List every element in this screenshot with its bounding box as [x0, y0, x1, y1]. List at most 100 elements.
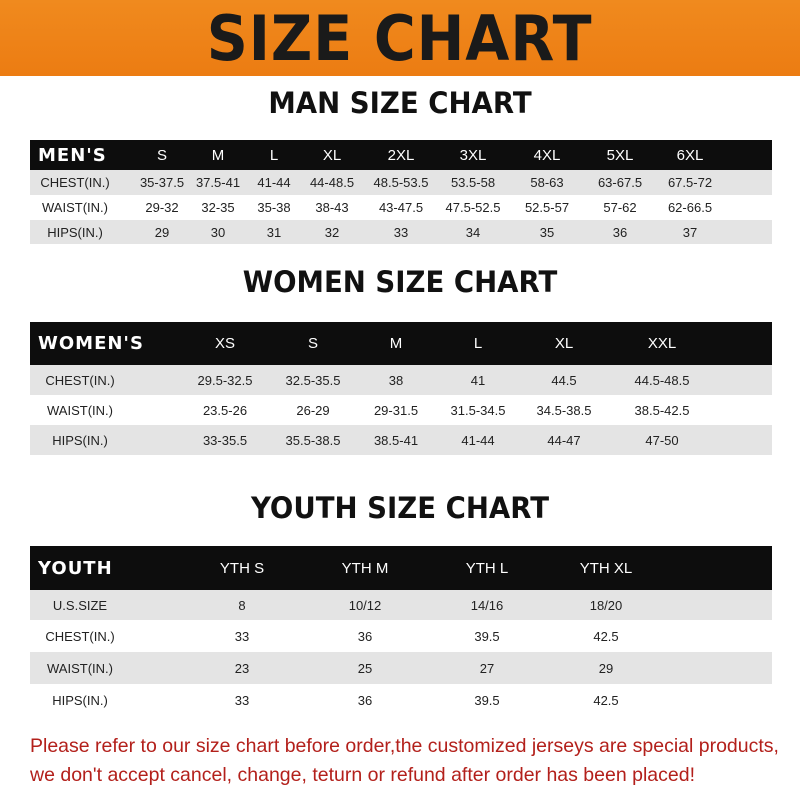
- size-value: 67.5-72: [667, 175, 713, 190]
- size-value: 30: [210, 224, 226, 240]
- size-header: S: [156, 146, 168, 164]
- size-header: YTH XL: [579, 559, 633, 577]
- size-value: 47-50: [645, 432, 679, 448]
- size-header: XS: [214, 335, 236, 352]
- size-value: 32.5-35.5: [285, 372, 341, 388]
- size-value: 29: [598, 660, 614, 676]
- row-label: CHEST(IN.): [45, 372, 115, 388]
- size-value: 44-48.5: [309, 175, 355, 190]
- row-label: WAIST(IN.): [42, 200, 108, 215]
- size-header: 2XL: [387, 146, 415, 164]
- size-value: 37.5-41: [195, 175, 241, 190]
- size-value: 44.5-48.5: [634, 372, 690, 388]
- size-value: 25: [357, 660, 373, 676]
- size-value: 34: [465, 224, 481, 240]
- table-header-row: WOMEN'S XS S M L XL XXL: [30, 322, 772, 365]
- size-value: 29: [154, 224, 170, 240]
- table-row: WAIST(IN.) 29-32 32-35 35-38 38-43 43-47.5 47.…: [30, 195, 772, 220]
- note-line: Please refer to our size chart before or…: [30, 735, 779, 757]
- size-value: 43-47.5: [378, 200, 424, 215]
- size-value: 41-44: [257, 175, 291, 190]
- disclaimer-note: Please refer to our size chart before or…: [30, 732, 790, 790]
- table-header-row: MEN'S S M L XL 2XL 3XL 4XL 5XL 6XL: [30, 140, 772, 170]
- size-header: L: [473, 335, 483, 352]
- size-header: XL: [322, 146, 342, 164]
- size-value: 34.5-38.5: [536, 402, 592, 418]
- youth-title: YOUTH SIZE CHART: [250, 491, 550, 525]
- size-value: 57-62: [603, 200, 637, 215]
- table-row: HIPS(IN.) 29 30 31 32 33 34 35 36 37: [30, 220, 772, 244]
- size-value: 32: [324, 224, 340, 240]
- size-value: 35: [539, 224, 555, 240]
- size-header: 3XL: [459, 146, 487, 164]
- row-label: U.S.SIZE: [52, 597, 108, 613]
- table-title-cell: YOUTH: [38, 557, 113, 579]
- size-value: 38: [388, 372, 404, 388]
- table-row: HIPS(IN.) 33-35.5 35.5-38.5 38.5-41 41-44 44-…: [30, 425, 772, 455]
- table-title-cell: WOMEN'S: [38, 333, 144, 354]
- banner: SIZE CHART: [0, 0, 800, 76]
- size-value: 36: [357, 628, 373, 644]
- size-value: 39.5: [474, 692, 500, 708]
- size-header: YTH M: [341, 559, 389, 577]
- size-value: 10/12: [348, 597, 382, 613]
- table-header-row: YOUTH YTH S YTH M YTH L YTH XL: [30, 546, 772, 590]
- size-value: 33: [234, 628, 250, 644]
- women-title: WOMEN SIZE CHART: [242, 265, 558, 299]
- size-value: 26-29: [296, 402, 330, 418]
- table-row: U.S.SIZE 8 10/12 14/16 18/20: [30, 590, 772, 620]
- size-header: S: [307, 335, 319, 352]
- size-value: 41: [470, 372, 486, 388]
- table-row: WAIST(IN.) 23 25 27 29: [30, 652, 772, 684]
- size-value: 31: [266, 224, 282, 240]
- size-header: M: [211, 146, 225, 164]
- row-label: WAIST(IN.): [47, 402, 113, 418]
- size-value: 62-66.5: [667, 200, 713, 215]
- table-row: CHEST(IN.) 33 36 39.5 42.5: [30, 620, 772, 652]
- size-value: 42.5: [593, 692, 619, 708]
- size-value: 36: [357, 692, 373, 708]
- banner-title: SIZE CHART: [207, 1, 593, 75]
- size-value: 32-35: [201, 200, 235, 215]
- size-value: 33-35.5: [202, 432, 248, 448]
- table-row: HIPS(IN.) 33 36 39.5 42.5: [30, 684, 772, 716]
- size-value: 38-43: [315, 200, 349, 215]
- size-header: XXL: [647, 335, 677, 352]
- size-value: 14/16: [470, 597, 504, 613]
- size-value: 38.5-42.5: [634, 402, 690, 418]
- size-header: 4XL: [533, 146, 561, 164]
- size-value: 31.5-34.5: [450, 402, 506, 418]
- size-value: 29-31.5: [373, 402, 419, 418]
- table-row: CHEST(IN.) 35-37.5 37.5-41 41-44 44-48.5 48.5…: [30, 170, 772, 195]
- size-value: 47.5-52.5: [445, 200, 501, 215]
- size-value: 23: [234, 660, 250, 676]
- size-value: 35-37.5: [139, 175, 185, 190]
- table-title-cell: MEN'S: [38, 144, 107, 166]
- size-value: 8: [238, 597, 246, 613]
- size-header: YTH L: [465, 559, 509, 577]
- size-value: 53.5-58: [450, 175, 496, 190]
- size-header: XL: [554, 335, 574, 352]
- table-row: CHEST(IN.) 29.5-32.5 32.5-35.5 38 41 44.5 44.5…: [30, 365, 772, 395]
- size-value: 38.5-41: [373, 432, 419, 448]
- size-header: YTH S: [219, 559, 265, 577]
- note-line: we don't accept cancel, change, teturn o…: [30, 764, 695, 786]
- row-label: WAIST(IN.): [47, 660, 113, 676]
- size-value: 29.5-32.5: [197, 372, 253, 388]
- size-value: 23.5-26: [202, 402, 248, 418]
- size-header: 6XL: [676, 146, 704, 164]
- size-value: 39.5: [474, 628, 500, 644]
- size-value: 41-44: [461, 432, 495, 448]
- size-value: 48.5-53.5: [373, 175, 429, 190]
- size-header: 5XL: [606, 146, 634, 164]
- size-value: 29-32: [145, 200, 179, 215]
- size-value: 35.5-38.5: [285, 432, 341, 448]
- size-value: 18/20: [589, 597, 623, 613]
- size-value: 37: [682, 224, 698, 240]
- size-value: 35-38: [257, 200, 291, 215]
- row-label: HIPS(IN.): [47, 224, 103, 240]
- row-label: HIPS(IN.): [52, 432, 108, 448]
- men-title: MAN SIZE CHART: [268, 86, 532, 120]
- size-value: 44-47: [547, 432, 581, 448]
- row-label: CHEST(IN.): [45, 628, 115, 644]
